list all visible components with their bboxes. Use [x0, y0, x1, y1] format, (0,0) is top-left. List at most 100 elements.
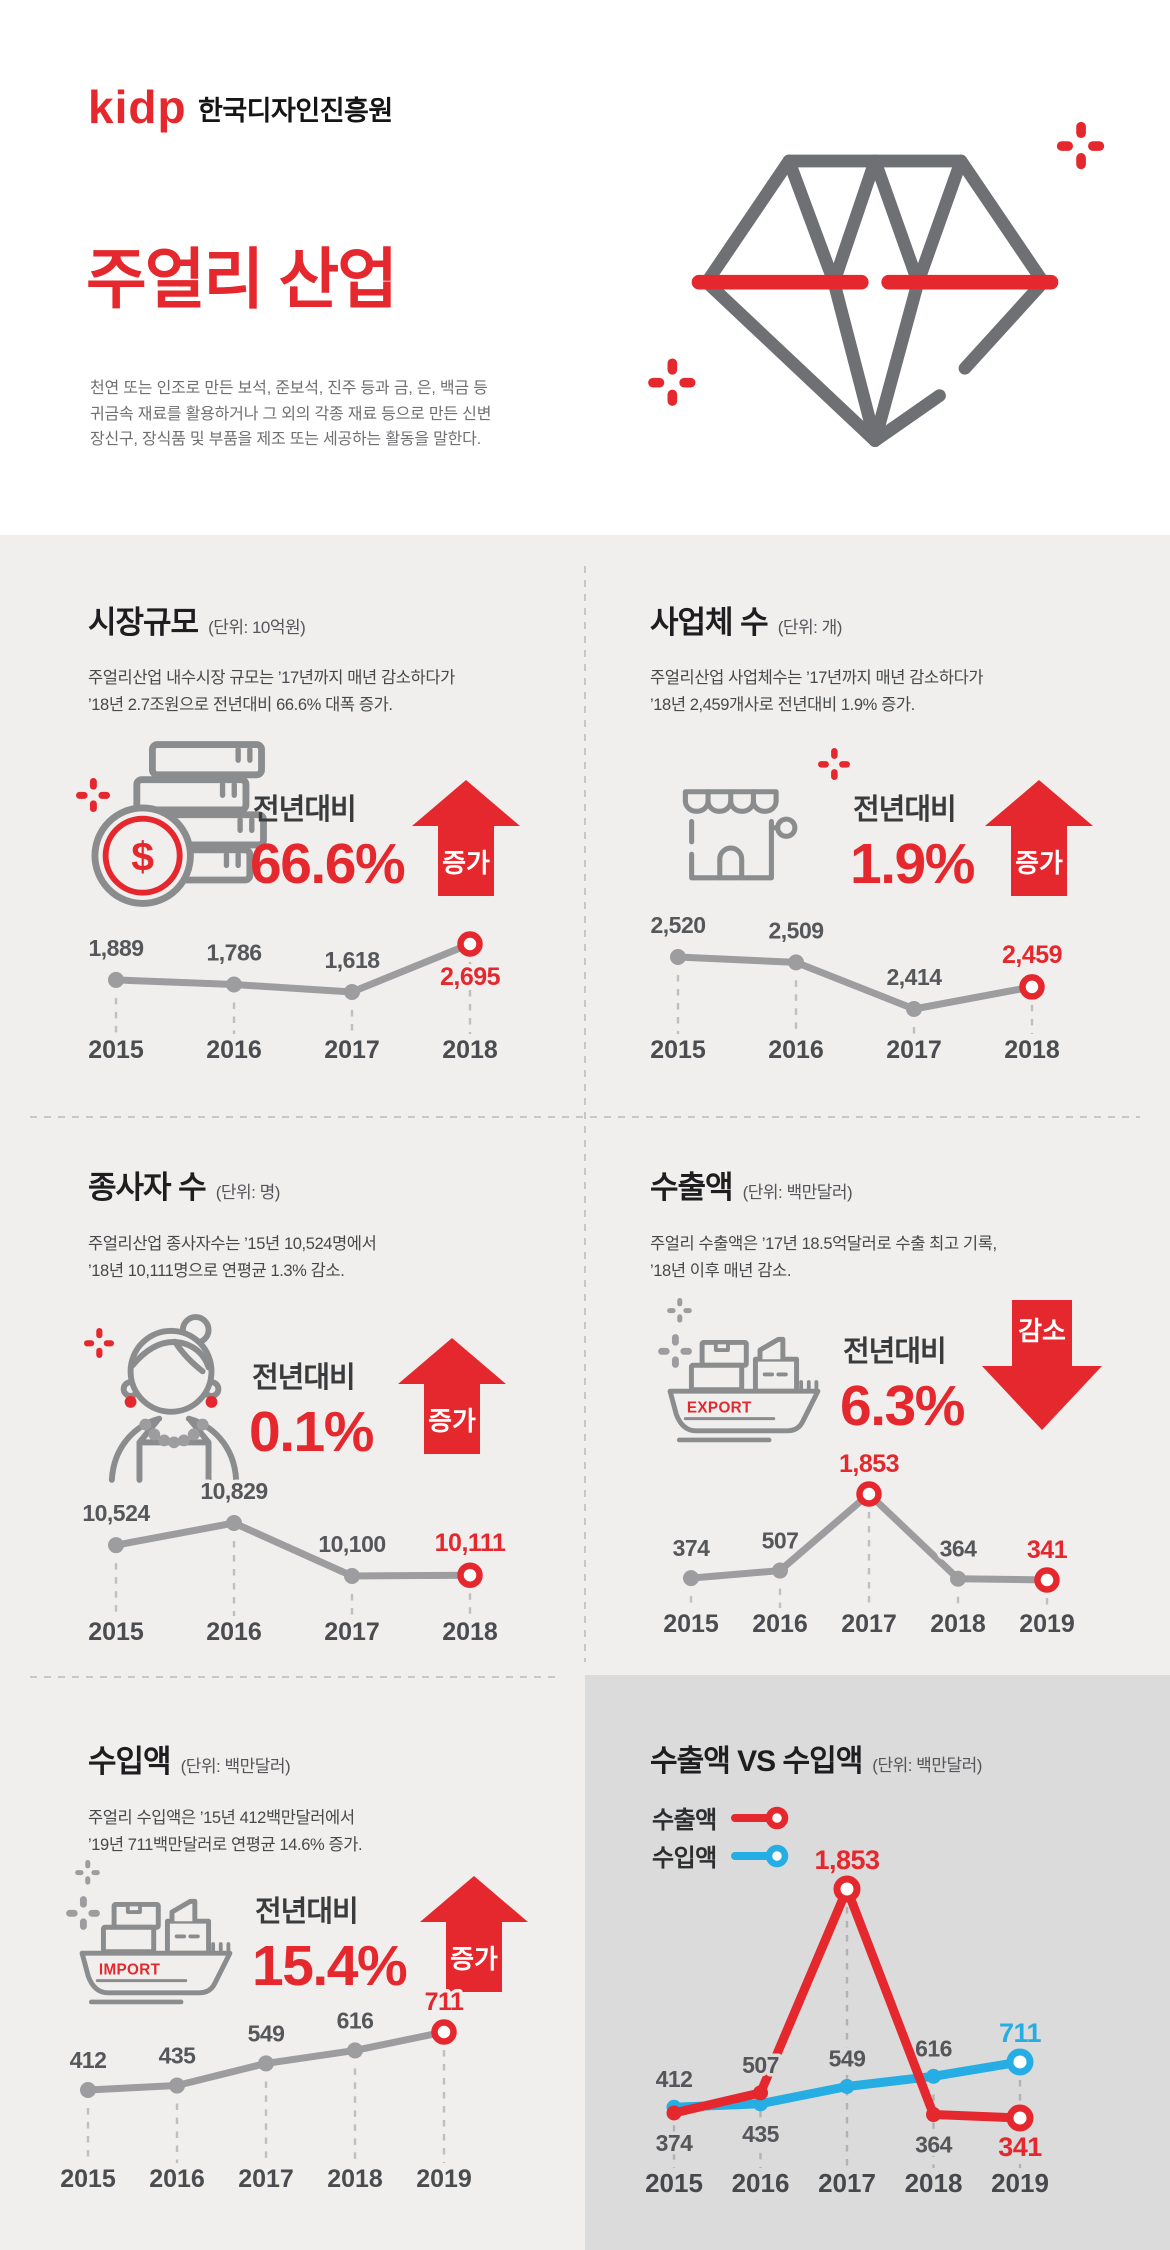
stat-label: 전년대비	[853, 794, 957, 826]
svg-text:711: 711	[999, 2018, 1042, 2048]
svg-text:2015: 2015	[650, 1036, 706, 1064]
export-vs-import-chart: 412 435 549 616 711 374 507 1,853 364 341 2015 2016…	[645, 1842, 1049, 2199]
arrow-label: 감소	[1018, 1316, 1066, 1346]
svg-text:2018: 2018	[442, 1036, 498, 1064]
svg-text:2015: 2015	[88, 1036, 144, 1064]
imports-desc: 주얼리 수입액은 ’15년 412백만달러에서 ’19년 711백만달러로 연평…	[88, 1805, 363, 1860]
arrow-label: 증가	[428, 1406, 476, 1436]
svg-text:2018: 2018	[905, 2168, 963, 2198]
svg-text:2016: 2016	[752, 1610, 808, 1638]
increase-arrow-icon: 증가	[420, 1876, 528, 1992]
page-title: 주얼리 산업	[86, 242, 398, 316]
increase-arrow-icon: 증가	[398, 1338, 506, 1454]
svg-text:2016: 2016	[149, 2165, 205, 2193]
intro-line: 장신구, 장식품 및 부품을 제조 또는 세공하는 활동을 말한다.	[90, 431, 481, 448]
org-name: 한국디자인진흥원	[198, 96, 393, 126]
desc-line: ’18년 10,111명으로 연평균 1.3% 감소.	[88, 1262, 345, 1280]
svg-text:1,618: 1,618	[324, 947, 380, 973]
arrow-label: 증가	[450, 1944, 498, 1974]
import-line-icon	[730, 1844, 788, 1867]
svg-text:2016: 2016	[732, 2168, 790, 2198]
svg-text:412: 412	[656, 2066, 693, 2092]
svg-text:2015: 2015	[663, 1610, 719, 1638]
svg-text:2017: 2017	[818, 2168, 876, 2198]
diamond-icon	[648, 121, 1105, 447]
export-line-icon	[730, 1806, 788, 1829]
coins-icon: $	[91, 741, 267, 907]
svg-text:616: 616	[337, 2007, 374, 2033]
column-divider	[584, 566, 586, 1662]
svg-text:10,829: 10,829	[200, 1478, 267, 1504]
comparison-panel-header: 수출액 VS 수입액 (단위: 백만달러)	[650, 1745, 982, 1778]
svg-text:374: 374	[656, 2130, 694, 2156]
svg-text:711: 711	[425, 1988, 464, 2016]
workers-chart: 10,524 10,829 10,100 10,111 2015 2016 2017 2018	[79, 1475, 510, 1647]
panel-title: 수출액 VS 수입액	[650, 1745, 863, 1778]
panel-unit: (단위: 백만달러)	[180, 1757, 291, 1776]
svg-text:2,414: 2,414	[886, 964, 942, 990]
desc-line: ’19년 711백만달러로 연평균 14.6% 증가.	[88, 1836, 363, 1854]
svg-text:341: 341	[1027, 1536, 1068, 1564]
row-divider	[30, 1116, 1140, 1118]
svg-text:2017: 2017	[324, 1618, 380, 1646]
increase-arrow-icon: 증가	[985, 780, 1093, 896]
svg-text:1,853: 1,853	[839, 1450, 899, 1478]
sparkle-icon	[818, 748, 850, 780]
svg-text:616: 616	[915, 2035, 952, 2061]
svg-text:549: 549	[248, 2020, 285, 2046]
desc-line: ’18년 2,459개사로 전년대비 1.9% 증가.	[650, 696, 915, 714]
stat-value: 0.1%	[249, 1400, 374, 1464]
svg-text:10,524: 10,524	[82, 1500, 150, 1526]
panel-unit: (단위: 10억원)	[208, 618, 306, 637]
svg-text:2019: 2019	[416, 2165, 472, 2193]
svg-text:2,695: 2,695	[440, 963, 501, 991]
desc-line: 주얼리 수입액은 ’15년 412백만달러에서	[88, 1808, 355, 1827]
svg-text:2016: 2016	[768, 1036, 824, 1064]
svg-text:2017: 2017	[886, 1036, 942, 1064]
panel-unit: (단위: 명)	[215, 1183, 281, 1202]
panel-unit: (단위: 백만달러)	[872, 1756, 982, 1775]
desc-line: 주얼리 수출액은 ’17년 18.5억달러로 수출 최고 기록,	[650, 1234, 997, 1253]
panel-title: 종사자 수	[88, 1170, 207, 1205]
sparkle-icon	[658, 1298, 692, 1368]
decrease-arrow-icon: 감소	[982, 1300, 1102, 1430]
exports-desc: 주얼리 수출액은 ’17년 18.5억달러로 수출 최고 기록, ’18년 이후…	[650, 1231, 997, 1286]
stat-value: 1.9%	[850, 832, 975, 896]
arrow-label: 증가	[442, 848, 490, 878]
market-size-panel-header: 시장규모 (단위: 10억원)	[88, 605, 306, 640]
sparkle-icon	[648, 121, 1105, 406]
legend-label: 수출액	[652, 1807, 717, 1834]
business-count-chart: 2,520 2,509 2,414 2,459 2015 2016 2017 2018	[647, 909, 1066, 1065]
exports-panel-header: 수출액 (단위: 백만달러)	[650, 1170, 853, 1205]
legend-imports: 수입액	[652, 1838, 789, 1873]
svg-text:2019: 2019	[1019, 1610, 1075, 1638]
panel-title: 사업체 수	[650, 605, 769, 640]
increase-arrow-icon: 증가	[412, 780, 520, 896]
legend-label: 수입액	[652, 1845, 717, 1872]
svg-text:2015: 2015	[60, 2165, 116, 2193]
svg-text:2015: 2015	[88, 1618, 144, 1646]
desc-line: 주얼리산업 종사자수는 ’15년 10,524명에서	[88, 1234, 377, 1253]
workers-panel-header: 종사자 수 (단위: 명)	[88, 1170, 281, 1205]
panel-title: 수입액	[88, 1744, 172, 1779]
sparkle-icon	[84, 1328, 114, 1358]
svg-text:2017: 2017	[841, 1610, 897, 1638]
svg-text:2,459: 2,459	[1002, 941, 1062, 969]
desc-line: 주얼리산업 사업체수는 ’17년까지 매년 감소하다가	[650, 668, 984, 687]
intro-line: 귀금속 재료를 활용하거나 그 외의 각종 재료 등으로 만든 신변	[90, 405, 492, 423]
svg-text:374: 374	[673, 1535, 711, 1561]
svg-text:549: 549	[829, 2045, 866, 2071]
export-label: EXPORT	[687, 1400, 752, 1417]
sparkle-icon	[76, 778, 110, 812]
stat-value: 66.6%	[250, 832, 406, 896]
panel-unit: (단위: 개)	[777, 618, 843, 637]
svg-text:2,520: 2,520	[650, 912, 705, 938]
intro-text: 천연 또는 인조로 만든 보석, 준보석, 진주 등과 금, 은, 백금 등 귀…	[90, 376, 491, 453]
workers-desc: 주얼리산업 종사자수는 ’15년 10,524명에서 ’18년 10,111명으…	[88, 1231, 377, 1286]
svg-text:2,509: 2,509	[768, 917, 823, 943]
panel-unit: (단위: 백만달러)	[742, 1183, 853, 1202]
svg-text:364: 364	[915, 2132, 953, 2158]
desc-line: ’18년 이후 매년 감소.	[650, 1262, 792, 1280]
stat-label: 전년대비	[252, 1362, 356, 1394]
market-size-desc: 주얼리산업 내수시장 규모는 ’17년까지 매년 감소하다가 ’18년 2.7조…	[88, 665, 455, 720]
